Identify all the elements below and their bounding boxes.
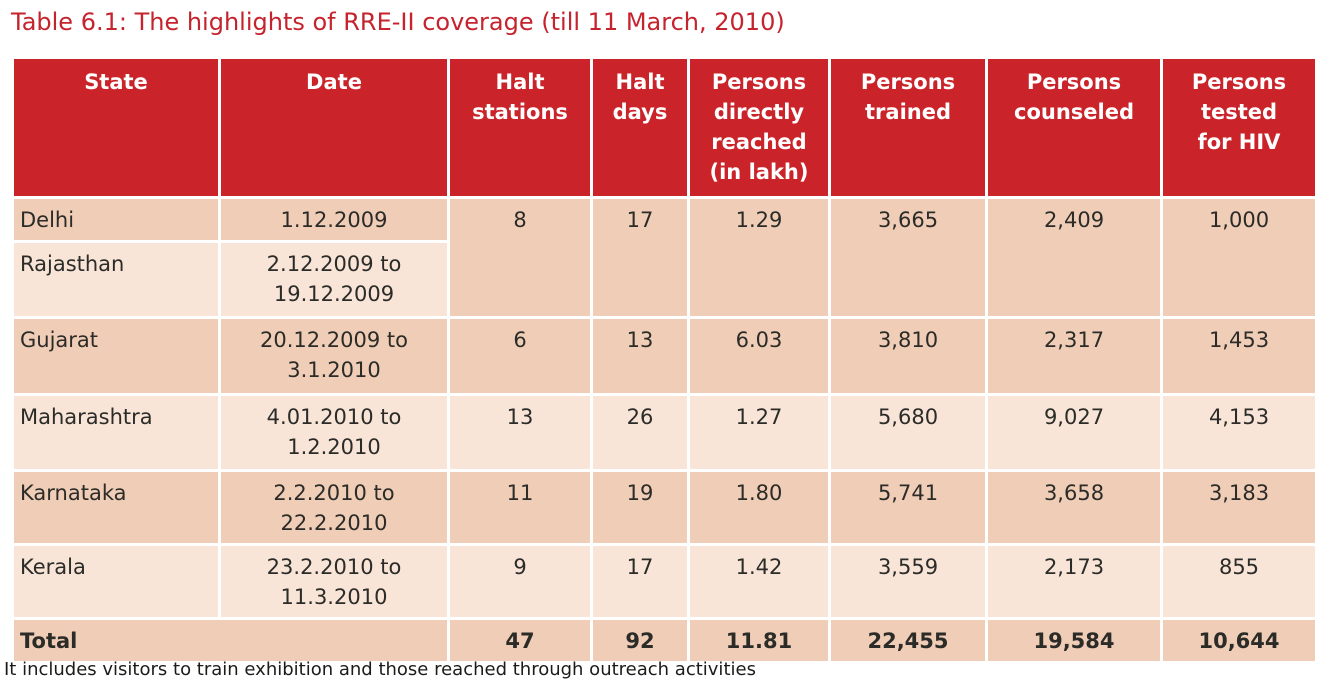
cell-gujarat-halt-stations: 6 xyxy=(447,316,593,396)
cell-karnataka-halt-days: 19 xyxy=(590,469,690,546)
coverage-table: State Date Halt stations Halt days Perso… xyxy=(11,56,1318,664)
cell-delhi-rajasthan-halt-days: 17 xyxy=(590,196,690,319)
cell-kerala-date: 23.2.2010 to 11.3.2010 xyxy=(218,543,450,620)
cell-maharashtra-counseled: 9,027 xyxy=(985,393,1163,472)
cell-maharashtra-state: Maharashtra xyxy=(11,393,221,472)
cell-total-counseled: 19,584 xyxy=(985,617,1163,664)
cell-gujarat-reached: 6.03 xyxy=(687,316,831,396)
cell-maharashtra-reached: 1.27 xyxy=(687,393,831,472)
cell-delhi-state: Delhi xyxy=(11,196,221,243)
column-header-persons-tested-for-hiv: Persons tested for HIV xyxy=(1160,56,1318,199)
table-title: Table 6.1: The highlights of RRE-II cove… xyxy=(11,8,785,36)
column-header-persons-directly-reached: Persons directly reached (in lakh) xyxy=(687,56,831,199)
cell-kerala-trained: 3,559 xyxy=(828,543,988,620)
cell-karnataka-counseled: 3,658 xyxy=(985,469,1163,546)
column-header-state: State xyxy=(11,56,221,199)
cell-karnataka-halt-stations: 11 xyxy=(447,469,593,546)
cell-gujarat-state: Gujarat xyxy=(11,316,221,396)
table-row-total: Total 47 92 11.81 22,455 19,584 10,644 xyxy=(11,617,1318,664)
cell-gujarat-tested: 1,453 xyxy=(1160,316,1318,396)
column-header-date: Date xyxy=(218,56,450,199)
cell-maharashtra-halt-stations: 13 xyxy=(447,393,593,472)
cell-delhi-rajasthan-halt-stations: 8 xyxy=(447,196,593,319)
cell-kerala-tested: 855 xyxy=(1160,543,1318,620)
cell-maharashtra-trained: 5,680 xyxy=(828,393,988,472)
cell-karnataka-reached: 1.80 xyxy=(687,469,831,546)
cell-rajasthan-state: Rajasthan xyxy=(11,240,221,319)
cell-total-tested: 10,644 xyxy=(1160,617,1318,664)
column-header-halt-stations: Halt stations xyxy=(447,56,593,199)
cell-karnataka-tested: 3,183 xyxy=(1160,469,1318,546)
cell-kerala-reached: 1.42 xyxy=(687,543,831,620)
cell-karnataka-date: 2.2.2010 to 22.2.2010 xyxy=(218,469,450,546)
cell-delhi-rajasthan-trained: 3,665 xyxy=(828,196,988,319)
column-header-halt-days: Halt days xyxy=(590,56,690,199)
cell-gujarat-date: 20.12.2009 to 3.1.2010 xyxy=(218,316,450,396)
cell-kerala-counseled: 2,173 xyxy=(985,543,1163,620)
cell-total-trained: 22,455 xyxy=(828,617,988,664)
cell-delhi-rajasthan-tested: 1,000 xyxy=(1160,196,1318,319)
cell-delhi-rajasthan-reached: 1.29 xyxy=(687,196,831,319)
cell-rajasthan-date: 2.12.2009 to 19.12.2009 xyxy=(218,240,450,319)
table-row-kerala: Kerala 23.2.2010 to 11.3.2010 9 17 1.42 … xyxy=(11,543,1318,620)
cell-kerala-state: Kerala xyxy=(11,543,221,620)
table-row-rajasthan: Rajasthan 2.12.2009 to 19.12.2009 xyxy=(11,240,1317,319)
column-header-persons-trained: Persons trained xyxy=(828,56,988,199)
cell-karnataka-trained: 5,741 xyxy=(828,469,988,546)
footnote: It includes visitors to train exhibition… xyxy=(4,659,756,680)
cell-gujarat-trained: 3,810 xyxy=(828,316,988,396)
table-row-gujarat: Gujarat 20.12.2009 to 3.1.2010 6 13 6.03… xyxy=(11,316,1318,396)
cell-delhi-rajasthan-counseled: 2,409 xyxy=(985,196,1163,319)
table-row-maharashtra: Maharashtra 4.01.2010 to 1.2.2010 13 26 … xyxy=(11,393,1318,472)
cell-delhi-date: 1.12.2009 xyxy=(218,196,450,243)
table-row-delhi: Delhi 1.12.2009 8 17 1.29 3,665 2,409 1,… xyxy=(11,196,1318,319)
cell-total-halt-days: 92 xyxy=(590,617,690,664)
cell-maharashtra-tested: 4,153 xyxy=(1160,393,1318,472)
cell-total-reached: 11.81 xyxy=(687,617,831,664)
cell-total-halt-stations: 47 xyxy=(447,617,593,664)
cell-kerala-halt-days: 17 xyxy=(590,543,690,620)
cell-gujarat-counseled: 2,317 xyxy=(985,316,1163,396)
cell-maharashtra-halt-days: 26 xyxy=(590,393,690,472)
cell-total-label: Total xyxy=(11,617,450,664)
column-header-persons-counseled: Persons counseled xyxy=(985,56,1163,199)
cell-karnataka-state: Karnataka xyxy=(11,469,221,546)
table-header-row: State Date Halt stations Halt days Perso… xyxy=(11,56,1318,199)
cell-maharashtra-date: 4.01.2010 to 1.2.2010 xyxy=(218,393,450,472)
table-row-karnataka: Karnataka 2.2.2010 to 22.2.2010 11 19 1.… xyxy=(11,469,1318,546)
cell-kerala-halt-stations: 9 xyxy=(447,543,593,620)
cell-gujarat-halt-days: 13 xyxy=(590,316,690,396)
